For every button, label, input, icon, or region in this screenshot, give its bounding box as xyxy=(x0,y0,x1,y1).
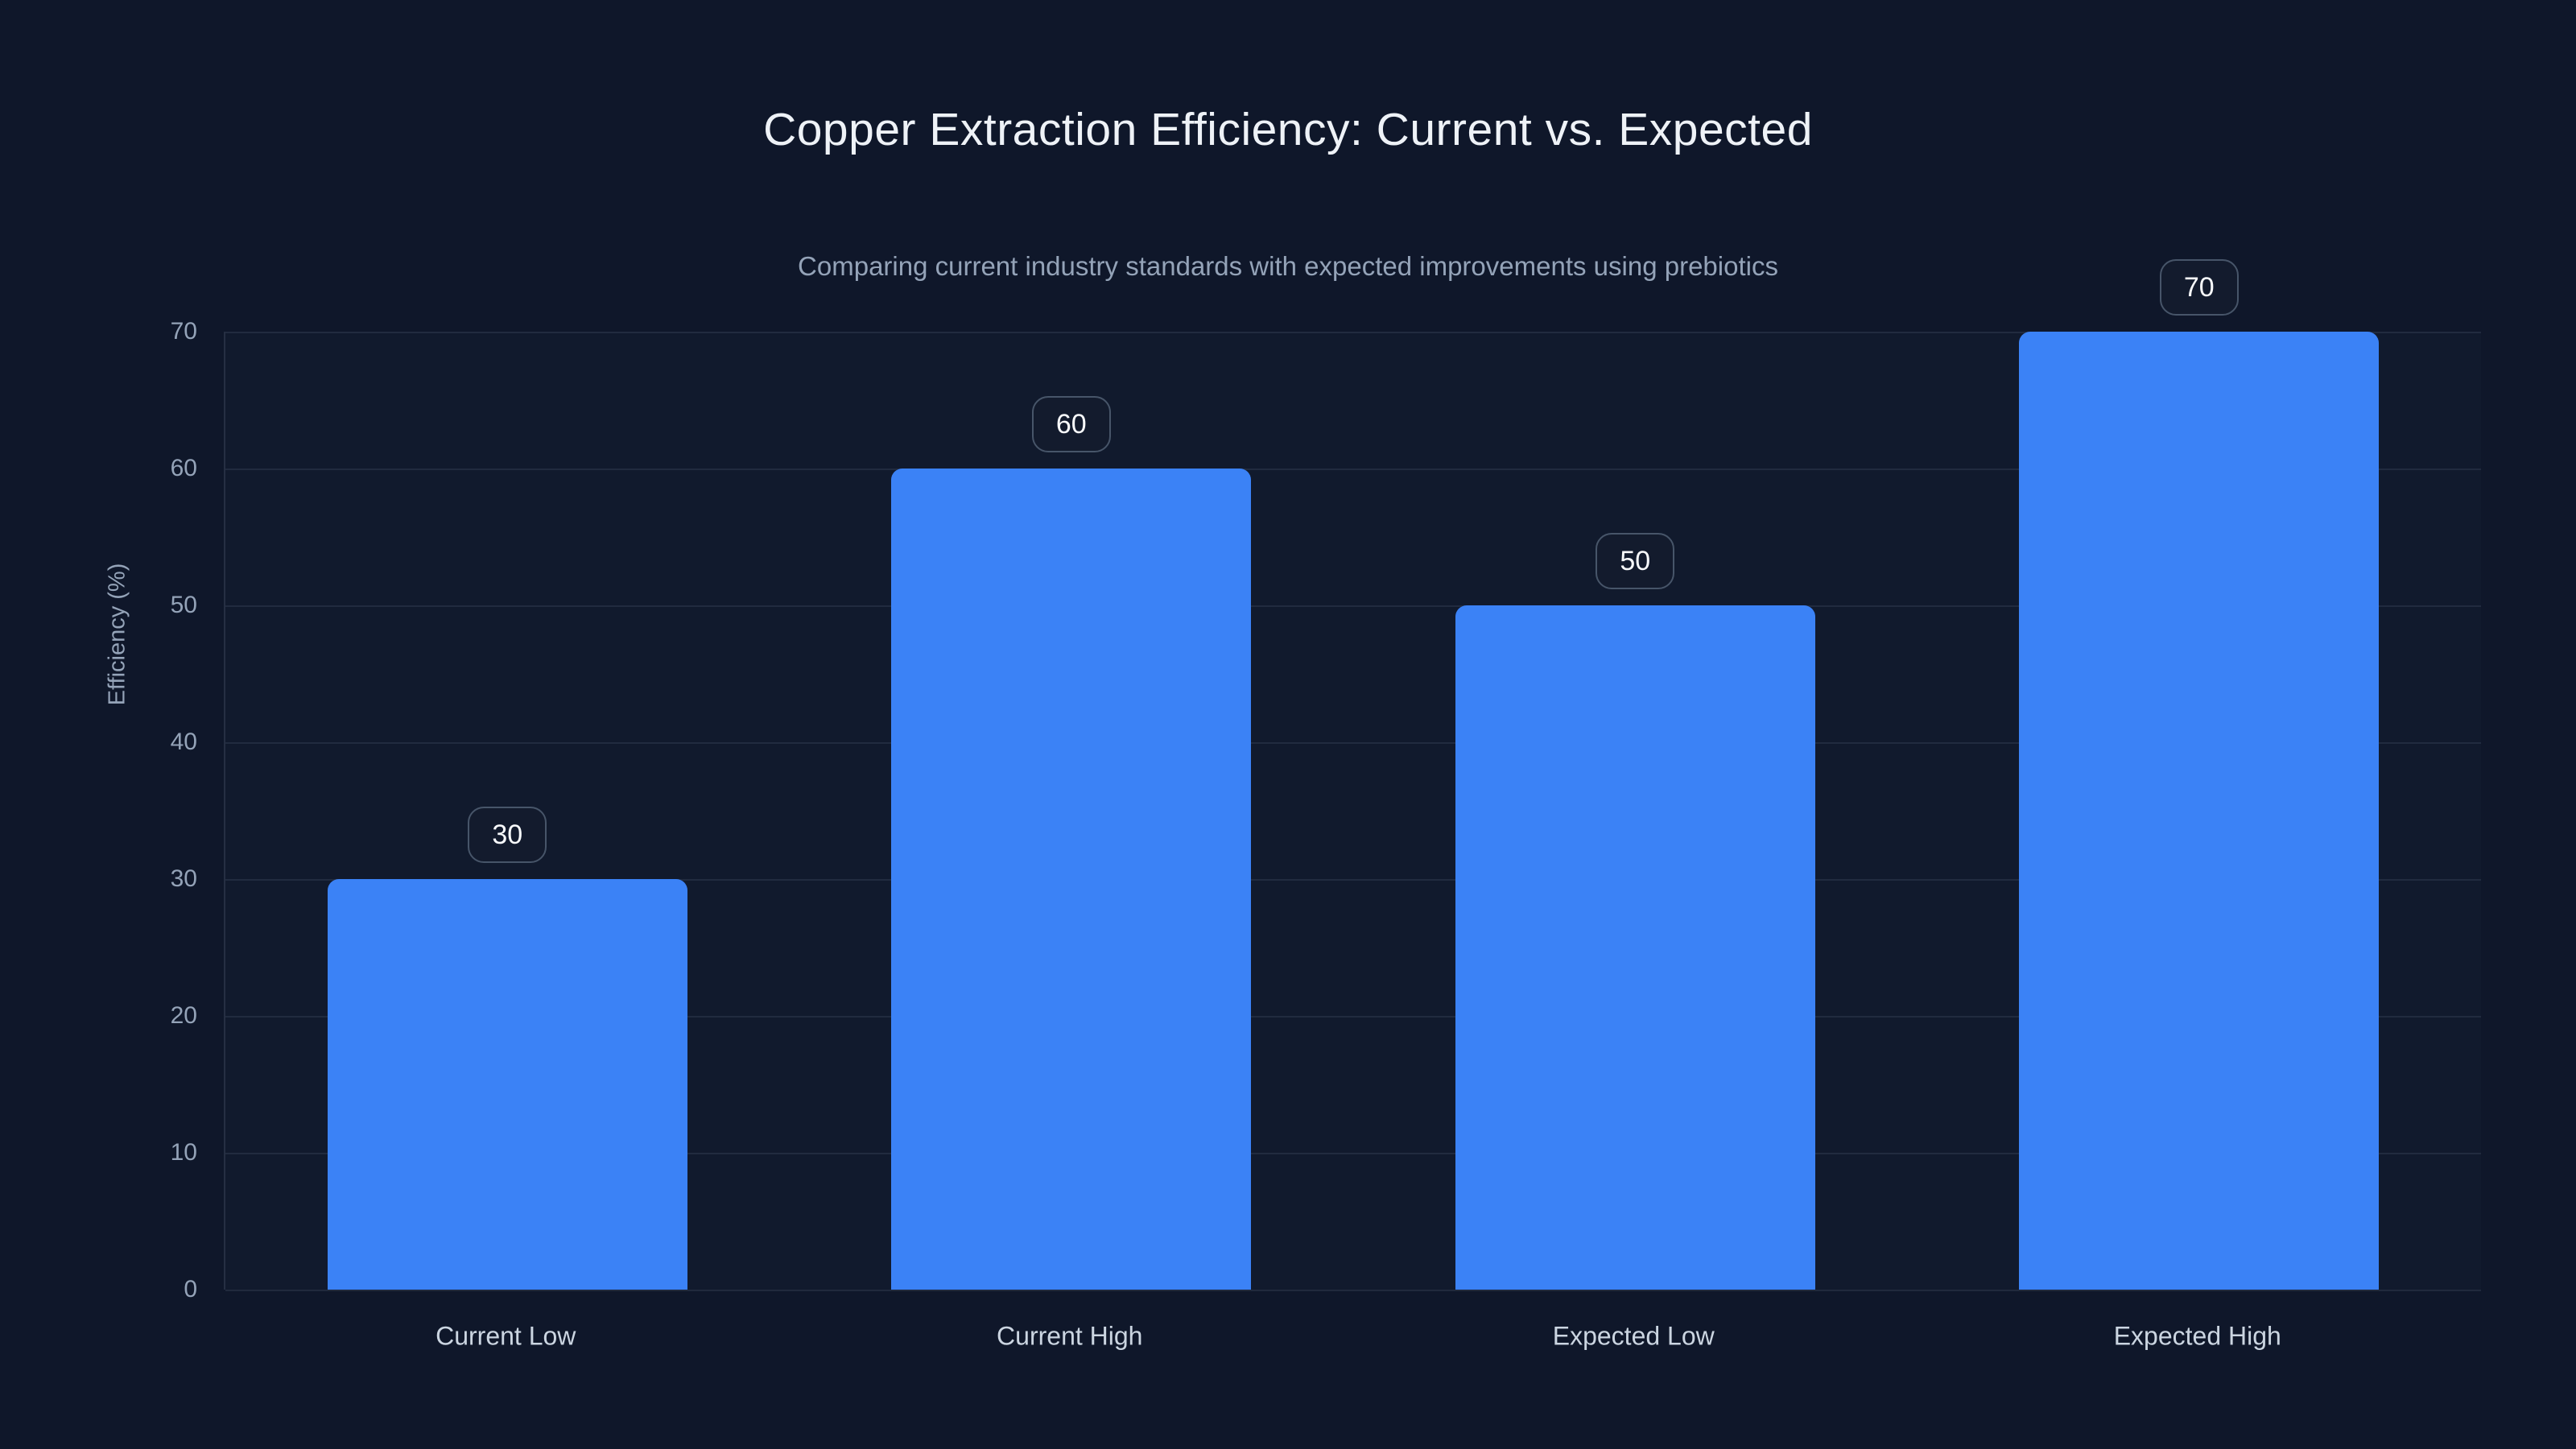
y-tick-label: 10 xyxy=(170,1139,197,1166)
gridline xyxy=(225,879,2481,881)
y-tick-label: 20 xyxy=(170,1002,197,1029)
y-tick-label: 0 xyxy=(184,1276,197,1302)
y-tick-label: 60 xyxy=(170,455,197,481)
y-tick-label: 50 xyxy=(170,592,197,618)
y-tick-label: 70 xyxy=(170,318,197,345)
bar-current-low[interactable] xyxy=(327,879,687,1290)
plot-area: 30 60 50 70 xyxy=(224,259,2481,1291)
bar-value-badge: 70 xyxy=(2159,259,2239,316)
y-tick-label: 30 xyxy=(170,865,197,892)
gridline xyxy=(225,469,2481,470)
bar-current-high[interactable] xyxy=(891,469,1252,1290)
gridline xyxy=(225,1016,2481,1018)
gridline xyxy=(225,1290,2481,1291)
y-tick-label: 40 xyxy=(170,729,197,755)
y-axis-title: Efficiency (%) xyxy=(104,563,130,706)
gridline xyxy=(225,742,2481,744)
bar-value-badge: 30 xyxy=(468,807,547,863)
x-axis-label: Expected High xyxy=(2113,1321,2281,1351)
gridline xyxy=(225,1153,2481,1154)
x-axis-label: Current High xyxy=(997,1321,1143,1351)
bar-value-badge: 60 xyxy=(1031,396,1111,452)
chart-title: Copper Extraction Efficiency: Current vs… xyxy=(763,104,1813,155)
x-axis-label: Current Low xyxy=(436,1321,576,1351)
gridline xyxy=(225,332,2481,333)
gridline xyxy=(225,605,2481,607)
x-axis-label: Expected Low xyxy=(1552,1321,1715,1351)
bar-expected-high[interactable] xyxy=(2019,332,2380,1290)
bar-value-badge: 50 xyxy=(1596,533,1675,589)
chart-subtitle: Comparing current industry standards wit… xyxy=(798,251,1778,281)
bar-expected-low[interactable] xyxy=(1455,605,1815,1290)
